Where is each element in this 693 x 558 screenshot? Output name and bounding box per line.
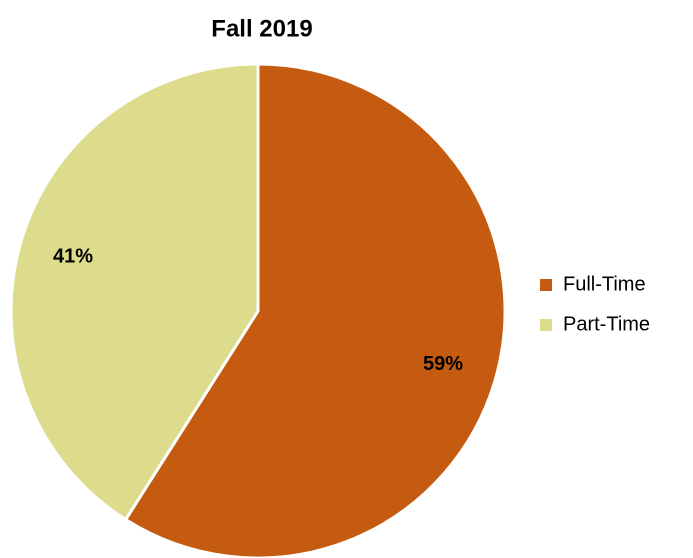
pie-slice (9, 62, 260, 522)
legend-label: Part-Time (563, 313, 650, 335)
data-label: 59% (423, 353, 463, 375)
data-label: 41% (53, 246, 93, 268)
legend-label: Full-Time (563, 273, 646, 295)
chart-title: Fall 2019 (211, 15, 312, 42)
legend-swatch (540, 279, 552, 291)
legend-swatch (540, 319, 552, 331)
